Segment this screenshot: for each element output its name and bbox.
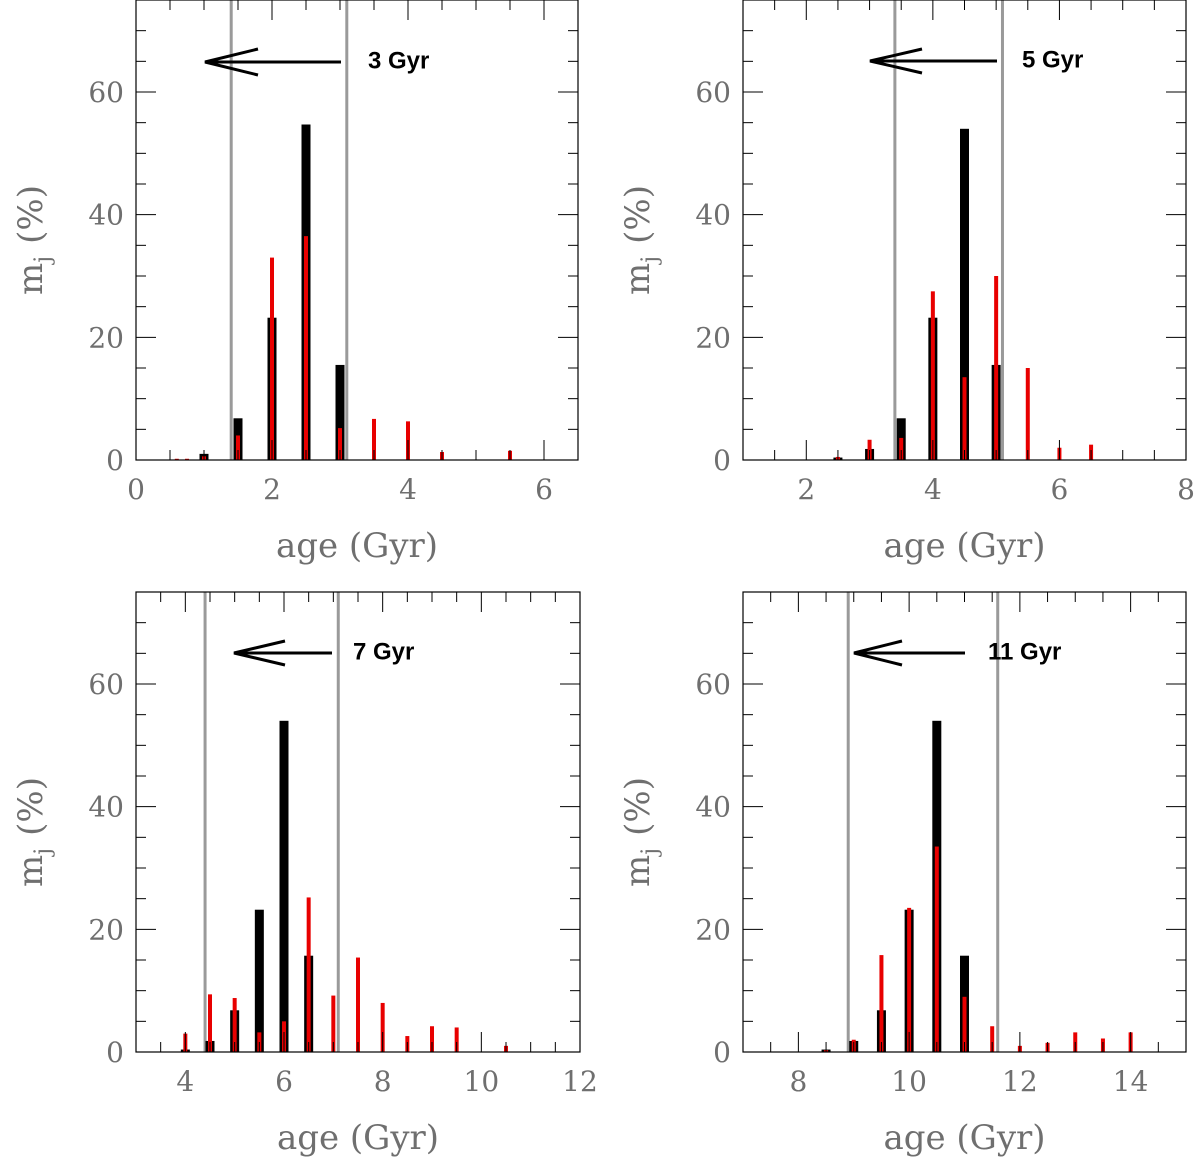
y-tick-label: 40 <box>695 791 731 824</box>
bar-recovered <box>990 1026 995 1052</box>
x-tick-label: 14 <box>1113 1065 1149 1098</box>
plot-area <box>833 0 1094 460</box>
bar-recovered <box>270 257 274 460</box>
y-axis-title: mj(%) <box>11 185 56 295</box>
x-tick-label: 8 <box>789 1065 807 1098</box>
y-tick-label: 20 <box>695 321 731 354</box>
x-tick-label: 12 <box>1002 1065 1038 1098</box>
bar-model <box>254 909 264 1052</box>
x-tick-label: 6 <box>1051 473 1069 506</box>
arrow-head-icon <box>853 639 903 667</box>
plot-area <box>180 592 508 1052</box>
arrow-head-icon <box>204 47 259 77</box>
y-tick-label: 0 <box>713 1036 731 1069</box>
x-tick-label: 4 <box>924 473 942 506</box>
x-axis-title: age (Gyr) <box>276 526 438 566</box>
bar-recovered <box>356 957 360 1052</box>
bar-model <box>279 720 289 1052</box>
arrow-head-icon <box>869 47 923 75</box>
bar-recovered <box>962 996 967 1052</box>
age-annotation: 5 Gyr <box>1022 46 1083 73</box>
y-tick-label: 40 <box>88 791 124 824</box>
bar-recovered <box>232 998 237 1052</box>
arrow-head-icon <box>233 639 286 667</box>
bar-recovered <box>430 1026 434 1052</box>
x-tick-label: 0 <box>127 473 145 506</box>
y-axis-title: mj(%) <box>618 777 663 887</box>
bar-recovered <box>208 994 212 1052</box>
x-tick-label: 12 <box>562 1065 598 1098</box>
bar-recovered <box>372 418 376 460</box>
bar-model <box>335 364 345 460</box>
bar-recovered <box>380 1002 385 1052</box>
y-tick-label: 20 <box>88 913 124 946</box>
plot-area <box>821 592 1133 1052</box>
x-tick-label: 2 <box>797 473 815 506</box>
histogram-panel-11gyr: 8 10 12 14 0 20 40 60 age (Gyr) mj(%) 11 Gyr <box>618 591 1187 1158</box>
x-tick-label: 2 <box>263 473 281 506</box>
plot-area <box>174 0 512 460</box>
y-tick-label: 60 <box>695 668 731 701</box>
y-tick-label: 60 <box>88 668 124 701</box>
bar-recovered <box>867 439 872 460</box>
bar-recovered <box>899 437 904 460</box>
y-tick-label: 20 <box>695 913 731 946</box>
y-tick-label: 60 <box>695 76 731 109</box>
bar-recovered <box>174 458 179 460</box>
bar-recovered <box>934 846 939 1052</box>
histogram-panel-7gyr: 4 6 8 10 12 0 20 40 60 age (Gyr) mj(%) 7 Gyr <box>11 591 598 1158</box>
x-tick-label: 6 <box>535 473 553 506</box>
bar-model <box>960 128 969 460</box>
x-tick-label: 8 <box>374 1065 392 1098</box>
bar-recovered <box>338 428 342 460</box>
x-tick-label: 10 <box>464 1065 500 1098</box>
age-annotation: 11 Gyr <box>988 638 1061 665</box>
plot-frame <box>135 0 579 461</box>
x-tick-label: 8 <box>1177 473 1195 506</box>
bar-recovered <box>185 458 189 460</box>
y-tick-label: 40 <box>88 199 124 232</box>
bar-recovered <box>930 291 935 460</box>
x-axis-title: age (Gyr) <box>883 1118 1045 1158</box>
bar-recovered <box>879 955 884 1052</box>
x-axis-title: age (Gyr) <box>277 1118 439 1158</box>
bar-recovered <box>994 276 999 460</box>
y-tick-label: 60 <box>88 76 124 109</box>
bar-recovered <box>454 1027 459 1052</box>
y-axis-title: mj(%) <box>11 777 56 887</box>
y-tick-label: 40 <box>695 199 731 232</box>
y-tick-label: 20 <box>88 321 124 354</box>
y-tick-label: 0 <box>106 1036 124 1069</box>
histogram-panel-5gyr: 2 4 6 8 0 20 40 60 age (Gyr) mj(%) 5 Gyr <box>618 0 1195 566</box>
x-tick-label: 4 <box>176 1065 194 1098</box>
bar-recovered <box>304 236 308 460</box>
y-tick-label: 0 <box>713 444 731 477</box>
age-annotation: 7 Gyr <box>353 638 414 665</box>
x-tick-label: 10 <box>891 1065 927 1098</box>
x-axis-title: age (Gyr) <box>883 526 1045 566</box>
bar-recovered <box>306 897 311 1052</box>
x-tick-label: 4 <box>399 473 417 506</box>
y-tick-label: 0 <box>106 444 124 477</box>
bar-recovered <box>331 995 336 1052</box>
bar-recovered <box>907 907 912 1052</box>
bar-recovered <box>236 435 240 460</box>
y-axis-title: mj(%) <box>618 185 663 295</box>
age-annotation: 3 Gyr <box>368 47 429 74</box>
bar-recovered <box>1025 368 1030 460</box>
x-tick-label: 6 <box>275 1065 293 1098</box>
bar-recovered <box>962 377 967 460</box>
